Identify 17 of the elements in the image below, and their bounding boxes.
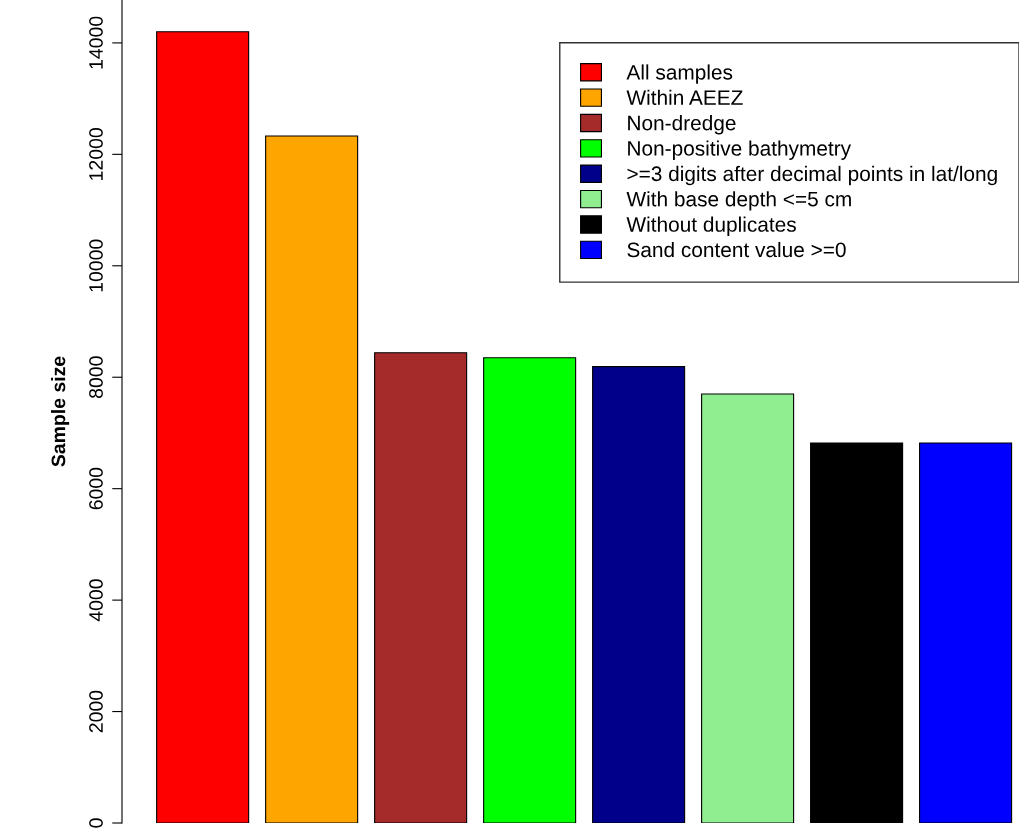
legend-label: Without duplicates xyxy=(626,216,796,236)
y-tick-label: 0 xyxy=(89,818,103,828)
legend-label: Non-dredge xyxy=(628,115,736,135)
y-axis-title: Sample size xyxy=(51,356,70,467)
y-tick-label: 6000 xyxy=(89,467,103,510)
y-tick-label: 8000 xyxy=(89,356,103,399)
legend-label: Non-positive bathymetry xyxy=(628,140,852,160)
y-tick-label: 12000 xyxy=(89,128,103,180)
legend-label: >=3 digits after decimal points in lat/long xyxy=(627,165,997,186)
y-tick-label: 14000 xyxy=(89,16,103,69)
legend-label: Sand content value >=0 xyxy=(627,241,846,258)
y-tick-label: 4000 xyxy=(89,579,103,622)
y-tick-label: 2000 xyxy=(89,690,103,733)
y-tick-label: 10000 xyxy=(89,239,103,292)
legend-label: All samples xyxy=(626,64,733,84)
legend-label: With base depth <=5 cm xyxy=(626,191,851,211)
legend-label: Within AEEZ xyxy=(626,89,743,105)
